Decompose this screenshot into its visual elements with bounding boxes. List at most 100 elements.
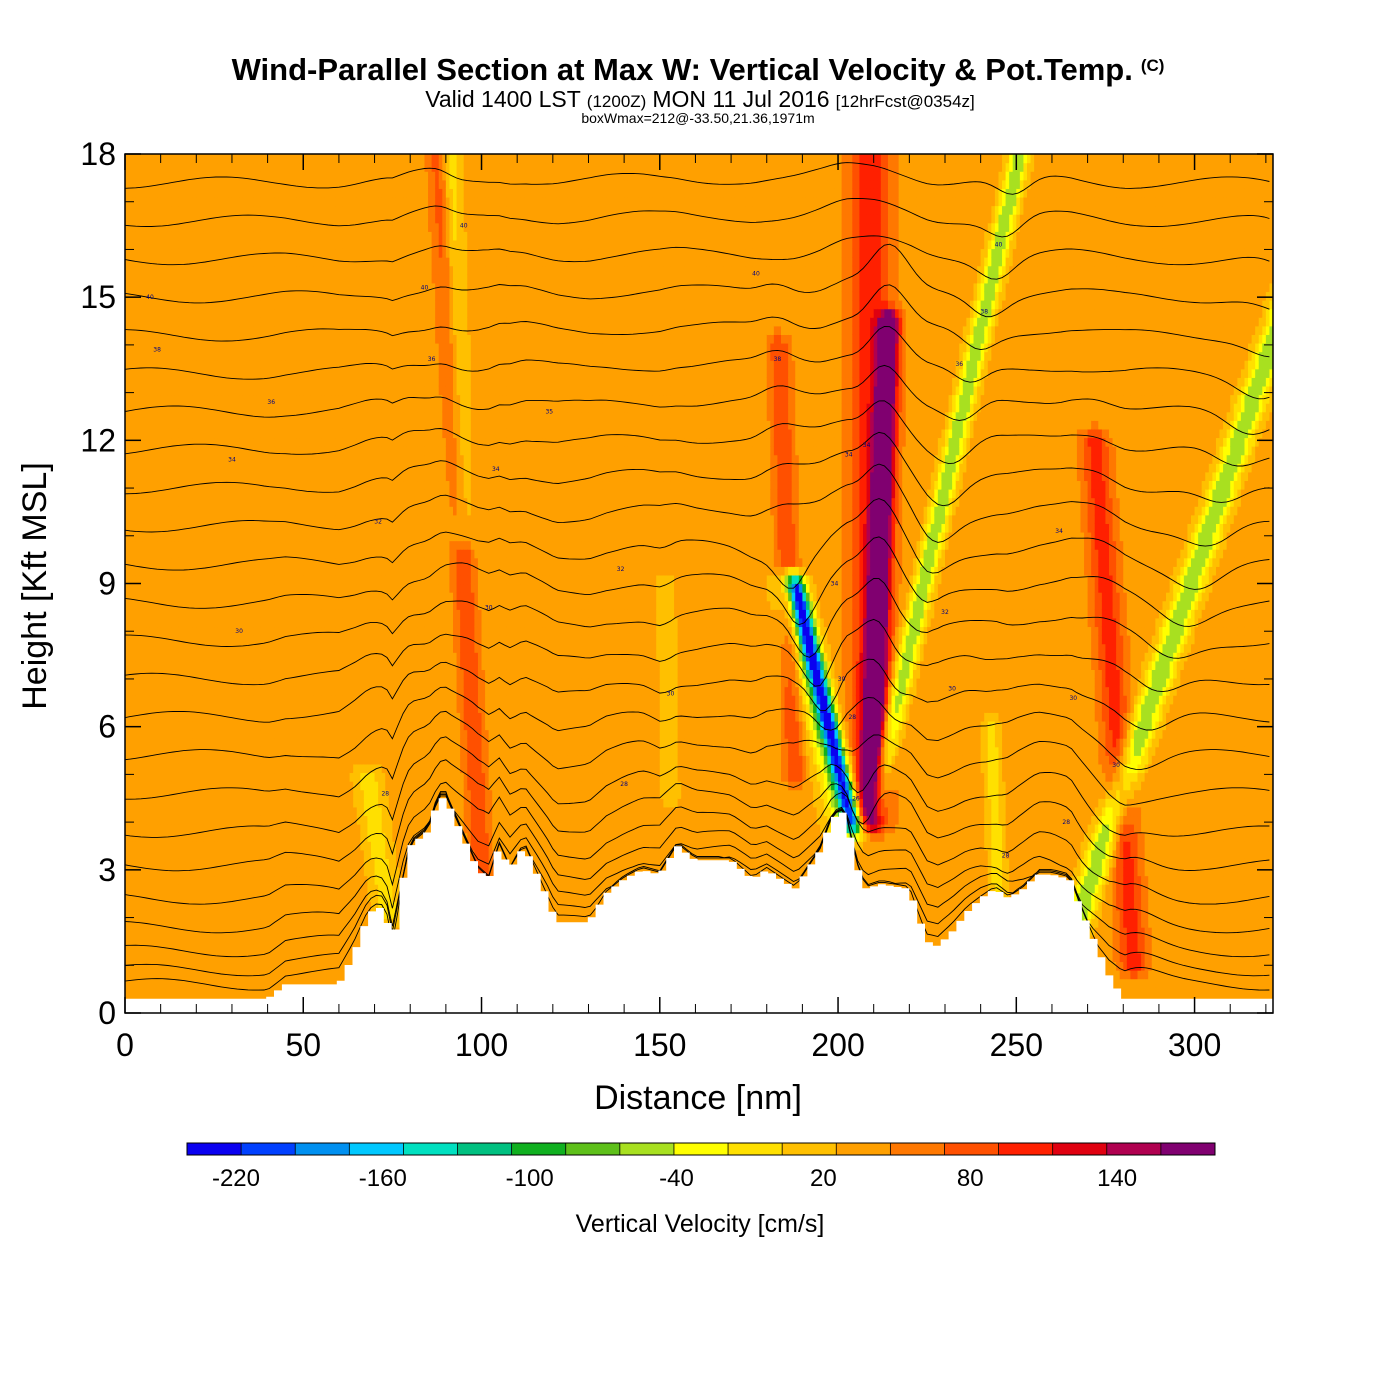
w-cell (207, 368, 212, 378)
w-cell (235, 531, 240, 542)
w-cell (207, 523, 212, 533)
w-cell (256, 540, 262, 550)
w-cell (128, 592, 133, 602)
w-cell (174, 231, 180, 241)
w-cell (267, 257, 272, 267)
w-cell (231, 540, 237, 550)
w-cell (160, 239, 165, 250)
w-cell (157, 497, 162, 507)
w-cell (289, 755, 294, 765)
w-cell (249, 875, 254, 885)
w-cell (153, 471, 158, 482)
w-cell (299, 626, 304, 636)
w-cell (128, 257, 133, 267)
w-cell (228, 626, 233, 636)
w-cell (157, 763, 162, 774)
w-cell (246, 583, 251, 593)
w-cell (192, 557, 197, 567)
w-cell (182, 231, 187, 241)
w-cell (146, 927, 151, 937)
w-cell (182, 205, 187, 215)
w-cell (249, 927, 254, 937)
w-cell (157, 360, 162, 370)
w-cell (242, 858, 247, 868)
w-cell (128, 222, 133, 232)
w-cell (249, 549, 254, 559)
w-cell (210, 669, 215, 679)
w-cell (228, 540, 233, 550)
w-cell (149, 239, 155, 250)
w-cell (249, 866, 254, 877)
w-cell (199, 257, 205, 267)
w-cell (217, 437, 222, 447)
w-cell (217, 411, 222, 421)
w-cell (264, 875, 269, 885)
w-cell (281, 806, 287, 817)
w-cell (274, 892, 279, 902)
w-cell (146, 574, 151, 585)
w-cell (256, 188, 262, 198)
w-cell (274, 909, 279, 920)
w-cell (185, 686, 190, 696)
w-cell (160, 368, 165, 378)
w-cell (160, 291, 165, 301)
w-cell (178, 506, 183, 516)
w-cell (271, 772, 276, 782)
w-cell (157, 755, 162, 765)
w-cell (210, 806, 215, 817)
w-cell (228, 154, 233, 164)
w-cell (271, 901, 276, 911)
w-cell (267, 600, 272, 610)
w-cell (189, 901, 194, 911)
w-cell (135, 514, 140, 524)
w-cell (217, 635, 222, 645)
w-cell (278, 660, 283, 670)
w-cell (253, 720, 258, 731)
w-cell (160, 489, 165, 499)
w-cell (299, 884, 304, 894)
w-cell (214, 411, 219, 421)
w-cell (249, 325, 254, 335)
w-cell (278, 635, 283, 645)
w-cell (203, 368, 208, 378)
w-cell (153, 248, 158, 258)
w-cell (167, 360, 172, 370)
w-cell (125, 506, 130, 516)
w-cell (242, 755, 247, 765)
w-cell (142, 858, 147, 868)
w-cell (182, 961, 187, 971)
w-cell (167, 574, 172, 585)
w-cell (207, 154, 212, 164)
w-cell (164, 866, 169, 877)
w-cell (157, 824, 162, 834)
w-cell (281, 196, 287, 207)
w-cell (146, 497, 151, 507)
w-cell (199, 394, 205, 404)
w-cell (171, 660, 176, 670)
w-cell (125, 291, 130, 301)
w-cell (214, 952, 219, 963)
w-cell (128, 480, 133, 490)
w-cell (167, 884, 172, 894)
w-cell (196, 489, 201, 499)
w-cell (228, 420, 233, 430)
w-cell (178, 274, 183, 284)
w-cell (253, 265, 258, 275)
w-cell (125, 274, 130, 284)
w-cell (185, 892, 190, 902)
w-cell (160, 961, 165, 971)
w-cell (285, 274, 290, 284)
w-cell (221, 832, 226, 842)
w-cell (214, 308, 219, 318)
w-cell (239, 162, 244, 172)
w-cell (260, 231, 265, 241)
w-cell (246, 557, 251, 567)
w-cell (207, 162, 212, 172)
w-cell (203, 815, 208, 825)
w-cell (149, 265, 155, 275)
w-cell (185, 360, 190, 370)
w-cell (231, 351, 237, 361)
w-cell (217, 866, 222, 877)
w-cell (132, 514, 137, 524)
w-cell (246, 935, 251, 945)
